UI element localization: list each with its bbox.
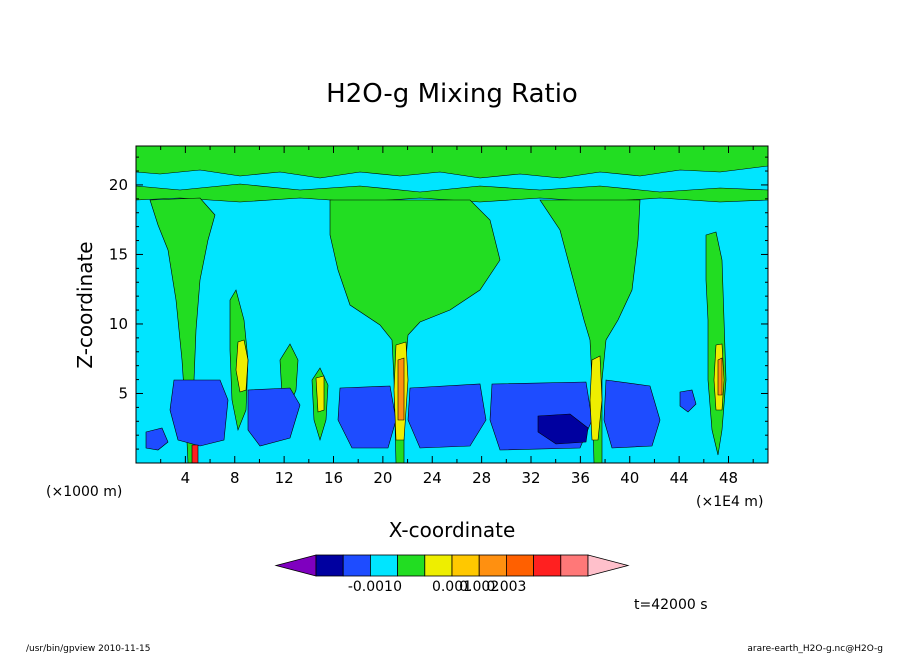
colorbar-box [533, 554, 562, 577]
colorbar-tick-label: -0.001 [348, 579, 393, 595]
contour-blue-6 [603, 379, 661, 449]
contour-orange-1 [397, 357, 405, 421]
contour-green-upper [136, 146, 768, 179]
colorbar-low-triangle [274, 554, 317, 577]
x-tick-label: 24 [423, 469, 442, 487]
contour-blue-7 [145, 427, 169, 451]
colorbar-tick-label: 0.002 [459, 579, 499, 595]
colorbar-box [478, 554, 507, 577]
x-tick-label: 36 [571, 469, 590, 487]
x-tick-label: 32 [521, 469, 540, 487]
contour-yellow-1 [235, 339, 249, 393]
colorbar-box [505, 554, 534, 577]
colorbar-tick-label: 0.001 [432, 579, 472, 595]
y-tick-label: 20 [109, 176, 128, 194]
contour-yellow-5 [315, 375, 325, 413]
y-tick-label: 5 [118, 384, 128, 402]
x-tick-label: 16 [324, 469, 343, 487]
contour-field [136, 146, 768, 463]
plot-frame [135, 145, 769, 464]
contour-orange-2 [717, 357, 723, 396]
contour-blue-8 [679, 389, 697, 413]
colorbar-box [451, 554, 480, 577]
contour-blue-4 [407, 383, 487, 449]
colorbar [274, 554, 630, 577]
colorbar-box [342, 554, 371, 577]
x-tick-label: 44 [670, 469, 689, 487]
y-tick-label: 10 [109, 315, 128, 333]
y-axis-unit: (×1000 m) [46, 484, 122, 500]
colorbar-box [560, 554, 589, 577]
contour-darkblue-core [537, 413, 589, 445]
colorbar-high-triangle [587, 554, 630, 577]
contour-plume-3 [539, 199, 641, 463]
x-axis-ticks: 4 8 12 16 20 24 28 32 36 40 44 48 [160, 146, 754, 487]
contour-red-core [191, 444, 199, 463]
colorbar-tick-label: 0 [393, 579, 402, 595]
y-axis-ticks: 5 10 15 20 [109, 156, 768, 450]
colorbar-box [424, 554, 453, 577]
contour-yellow-3 [589, 355, 603, 441]
x-tick-label: 4 [181, 469, 191, 487]
x-tick-label: 28 [472, 469, 491, 487]
x-tick-label: 48 [719, 469, 738, 487]
x-tick-label: 40 [620, 469, 639, 487]
time-label: t=42000 s [634, 597, 708, 613]
contour-blue-1 [169, 379, 229, 447]
contour-blue-3 [337, 385, 397, 449]
colorbar-box [369, 554, 398, 577]
x-tick-label: 12 [275, 469, 294, 487]
colorbar-tick-label: 0.003 [486, 579, 526, 595]
footer-source: arare-earth_H2O-g.nc@H2O-g [747, 644, 883, 654]
footer-program: /usr/bin/gpview 2010-11-15 [26, 644, 150, 654]
x-axis-unit: (×1E4 m) [696, 494, 763, 510]
y-axis-label: Z-coordinate [73, 241, 97, 368]
x-axis-label: X-coordinate [389, 518, 516, 542]
y-tick-label: 15 [109, 245, 128, 263]
x-tick-label: 20 [373, 469, 392, 487]
chart-title: H2O-g Mixing Ratio [326, 79, 578, 109]
colorbar-box [315, 554, 344, 577]
colorbar-box [397, 554, 426, 577]
contour-green-band [136, 183, 768, 203]
x-tick-label: 8 [230, 469, 240, 487]
contour-blue-2 [247, 387, 301, 447]
